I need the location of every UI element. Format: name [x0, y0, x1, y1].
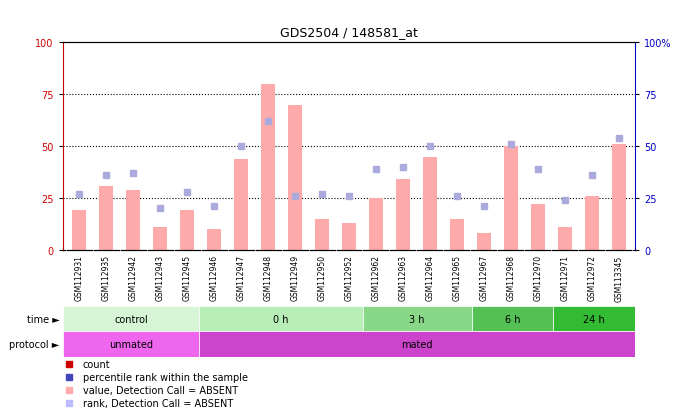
Text: GSM112935: GSM112935: [101, 255, 110, 301]
Text: GSM112963: GSM112963: [399, 255, 408, 301]
Text: GSM112965: GSM112965: [452, 255, 461, 301]
Text: GSM112952: GSM112952: [345, 255, 353, 301]
Text: 6 h: 6 h: [505, 314, 520, 324]
Text: GSM112947: GSM112947: [237, 255, 246, 301]
Text: GSM112970: GSM112970: [533, 255, 542, 301]
Text: GSM113345: GSM113345: [614, 255, 623, 301]
Text: unmated: unmated: [109, 339, 153, 349]
Bar: [288, 105, 302, 250]
Bar: [260, 85, 276, 250]
Text: GSM112972: GSM112972: [588, 255, 597, 301]
Bar: [554, 306, 635, 332]
Bar: [363, 306, 472, 332]
Text: GSM112962: GSM112962: [371, 255, 380, 301]
Bar: [341, 223, 357, 250]
Text: percentile rank within the sample: percentile rank within the sample: [83, 372, 248, 382]
Text: GSM112946: GSM112946: [209, 255, 218, 301]
Text: 24 h: 24 h: [584, 314, 605, 324]
Bar: [396, 180, 410, 250]
Text: GDS2504 / 148581_at: GDS2504 / 148581_at: [280, 26, 418, 39]
Text: 0 h: 0 h: [273, 314, 288, 324]
Bar: [207, 230, 221, 250]
Text: 3 h: 3 h: [410, 314, 425, 324]
Text: rank, Detection Call = ABSENT: rank, Detection Call = ABSENT: [83, 398, 233, 408]
Text: GSM112968: GSM112968: [507, 255, 516, 301]
Bar: [422, 157, 438, 250]
Bar: [63, 332, 199, 357]
Text: GSM112950: GSM112950: [318, 255, 327, 301]
Text: GSM112967: GSM112967: [480, 255, 489, 301]
Text: protocol ►: protocol ►: [9, 339, 59, 349]
Bar: [472, 306, 554, 332]
Text: GSM112945: GSM112945: [182, 255, 191, 301]
Text: control: control: [114, 314, 148, 324]
Bar: [477, 234, 491, 250]
Text: mated: mated: [401, 339, 433, 349]
Bar: [315, 219, 329, 250]
Text: GSM112971: GSM112971: [560, 255, 570, 301]
Bar: [503, 147, 519, 250]
Text: GSM112949: GSM112949: [290, 255, 299, 301]
Bar: [126, 190, 140, 250]
Bar: [72, 211, 87, 250]
Text: GSM112943: GSM112943: [156, 255, 165, 301]
Bar: [450, 219, 464, 250]
Bar: [199, 332, 635, 357]
Bar: [611, 145, 626, 250]
Bar: [234, 159, 248, 250]
Bar: [199, 306, 363, 332]
Text: GSM112948: GSM112948: [264, 255, 272, 301]
Text: GSM112942: GSM112942: [128, 255, 138, 301]
Text: GSM112964: GSM112964: [426, 255, 434, 301]
Text: value, Detection Call = ABSENT: value, Detection Call = ABSENT: [83, 385, 238, 395]
Text: GSM112931: GSM112931: [75, 255, 84, 301]
Text: time ►: time ►: [27, 314, 59, 324]
Bar: [153, 228, 168, 250]
Bar: [558, 228, 572, 250]
Text: count: count: [83, 359, 110, 369]
Bar: [179, 211, 195, 250]
Bar: [369, 199, 383, 250]
Bar: [530, 205, 545, 250]
Bar: [584, 197, 600, 250]
Bar: [98, 186, 114, 250]
Bar: [63, 306, 199, 332]
